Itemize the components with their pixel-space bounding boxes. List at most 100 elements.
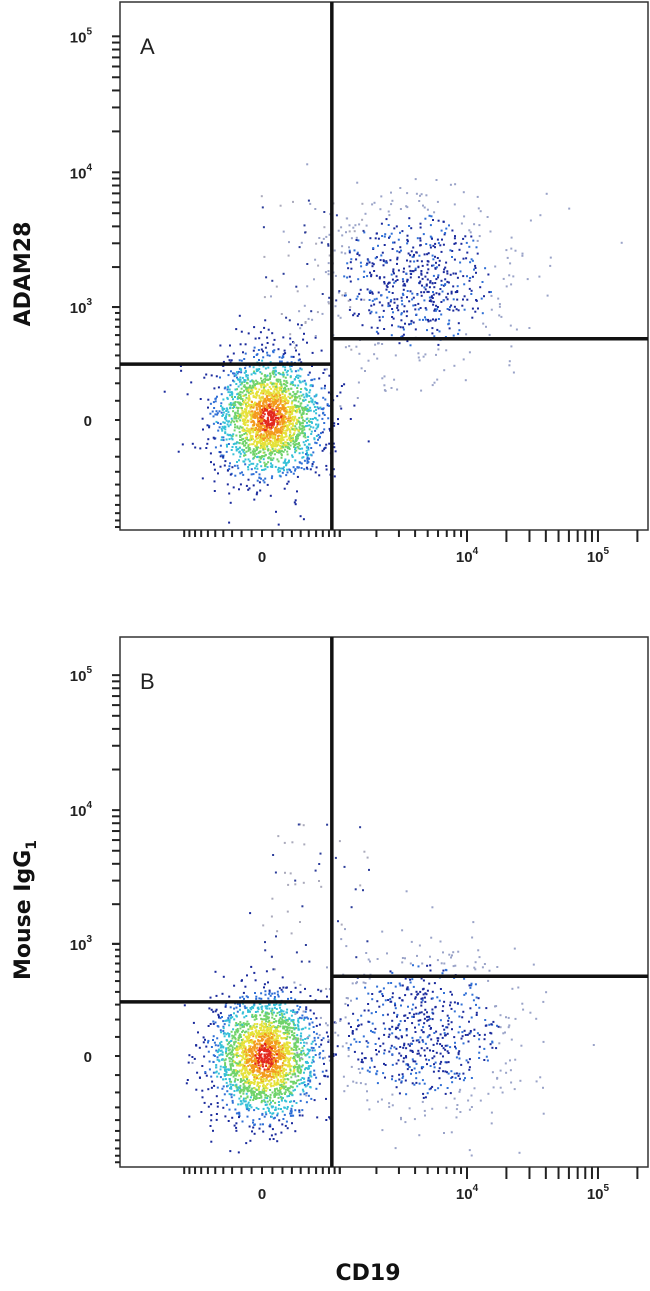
data-point [247, 1080, 250, 1083]
data-point [279, 421, 282, 424]
data-point [311, 401, 314, 404]
data-point [457, 322, 460, 325]
data-point [421, 284, 423, 287]
data-point [280, 435, 283, 438]
data-point [273, 419, 276, 422]
data-point [235, 448, 238, 451]
data-point [282, 353, 285, 356]
data-point [401, 230, 404, 233]
data-point [254, 439, 257, 442]
data-point [283, 390, 286, 393]
data-point [242, 401, 245, 404]
data-point [246, 1081, 249, 1084]
data-point [274, 369, 277, 372]
data-point [292, 1057, 295, 1060]
data-point [283, 443, 286, 446]
data-point [268, 1074, 271, 1077]
data-point [433, 309, 436, 312]
data-point [282, 1078, 285, 1081]
data-point [288, 434, 291, 437]
data-point [427, 290, 430, 293]
data-point [282, 1085, 285, 1088]
data-point [264, 367, 267, 370]
data-point [290, 387, 293, 390]
data-point [268, 1060, 271, 1063]
data-point [248, 1054, 251, 1057]
data-point [271, 412, 274, 415]
data-point [256, 467, 259, 470]
data-point [212, 401, 215, 404]
data-point [245, 438, 248, 441]
data-point [254, 1080, 256, 1083]
data-point [310, 433, 313, 435]
data-point [279, 1046, 282, 1049]
data-point [256, 1034, 259, 1037]
data-point [277, 1078, 279, 1081]
data-point [241, 403, 244, 406]
data-point [546, 294, 549, 297]
data-point [276, 425, 278, 428]
data-point [210, 1103, 213, 1106]
data-point [333, 422, 336, 425]
data-point [315, 435, 318, 437]
data-point [238, 1064, 241, 1067]
data-point [235, 1083, 238, 1086]
data-point [452, 309, 455, 312]
data-point [312, 451, 315, 454]
data-point [266, 1059, 269, 1062]
data-point [266, 1005, 269, 1008]
data-point [255, 396, 258, 399]
data-point [234, 1108, 237, 1111]
data-point [261, 405, 263, 407]
data-point [264, 378, 267, 381]
data-point [420, 272, 423, 275]
data-point [282, 272, 285, 275]
data-point [297, 466, 300, 469]
data-point [392, 311, 394, 314]
data-point [239, 419, 242, 422]
data-point [261, 1024, 263, 1027]
data-point [289, 337, 292, 340]
data-point [235, 1126, 238, 1129]
data-point [242, 1088, 245, 1091]
data-point [251, 1055, 254, 1058]
data-point [247, 332, 250, 335]
data-point [247, 1109, 250, 1112]
data-point [251, 1061, 253, 1064]
data-point [469, 277, 472, 279]
data-point [238, 397, 241, 399]
data-point [252, 366, 255, 369]
data-point [460, 222, 463, 225]
data-point [248, 365, 251, 368]
data-point [434, 319, 437, 322]
data-point [335, 214, 338, 217]
data-point [272, 385, 275, 388]
data-point [253, 1109, 256, 1112]
data-point [290, 370, 293, 373]
data-point [416, 259, 419, 262]
data-point [272, 1105, 274, 1108]
data-point [381, 235, 384, 237]
data-point [288, 1026, 291, 1029]
data-point [280, 384, 283, 387]
data-point [529, 219, 532, 222]
data-point [251, 412, 254, 415]
data-point [268, 424, 270, 427]
data-point [451, 256, 453, 258]
data-point [254, 979, 257, 982]
data-point [521, 252, 524, 255]
data-point [290, 1026, 293, 1029]
data-point [277, 1089, 280, 1092]
data-point [510, 345, 513, 348]
data-point [277, 1107, 280, 1110]
data-point [288, 437, 291, 440]
data-point [239, 376, 242, 379]
data-point [302, 426, 305, 429]
data-point [275, 443, 278, 446]
data-point [498, 314, 501, 317]
data-point [297, 384, 300, 387]
data-point [255, 354, 258, 356]
data-point [214, 970, 217, 973]
data-point [245, 1142, 248, 1145]
data-point [281, 976, 284, 979]
